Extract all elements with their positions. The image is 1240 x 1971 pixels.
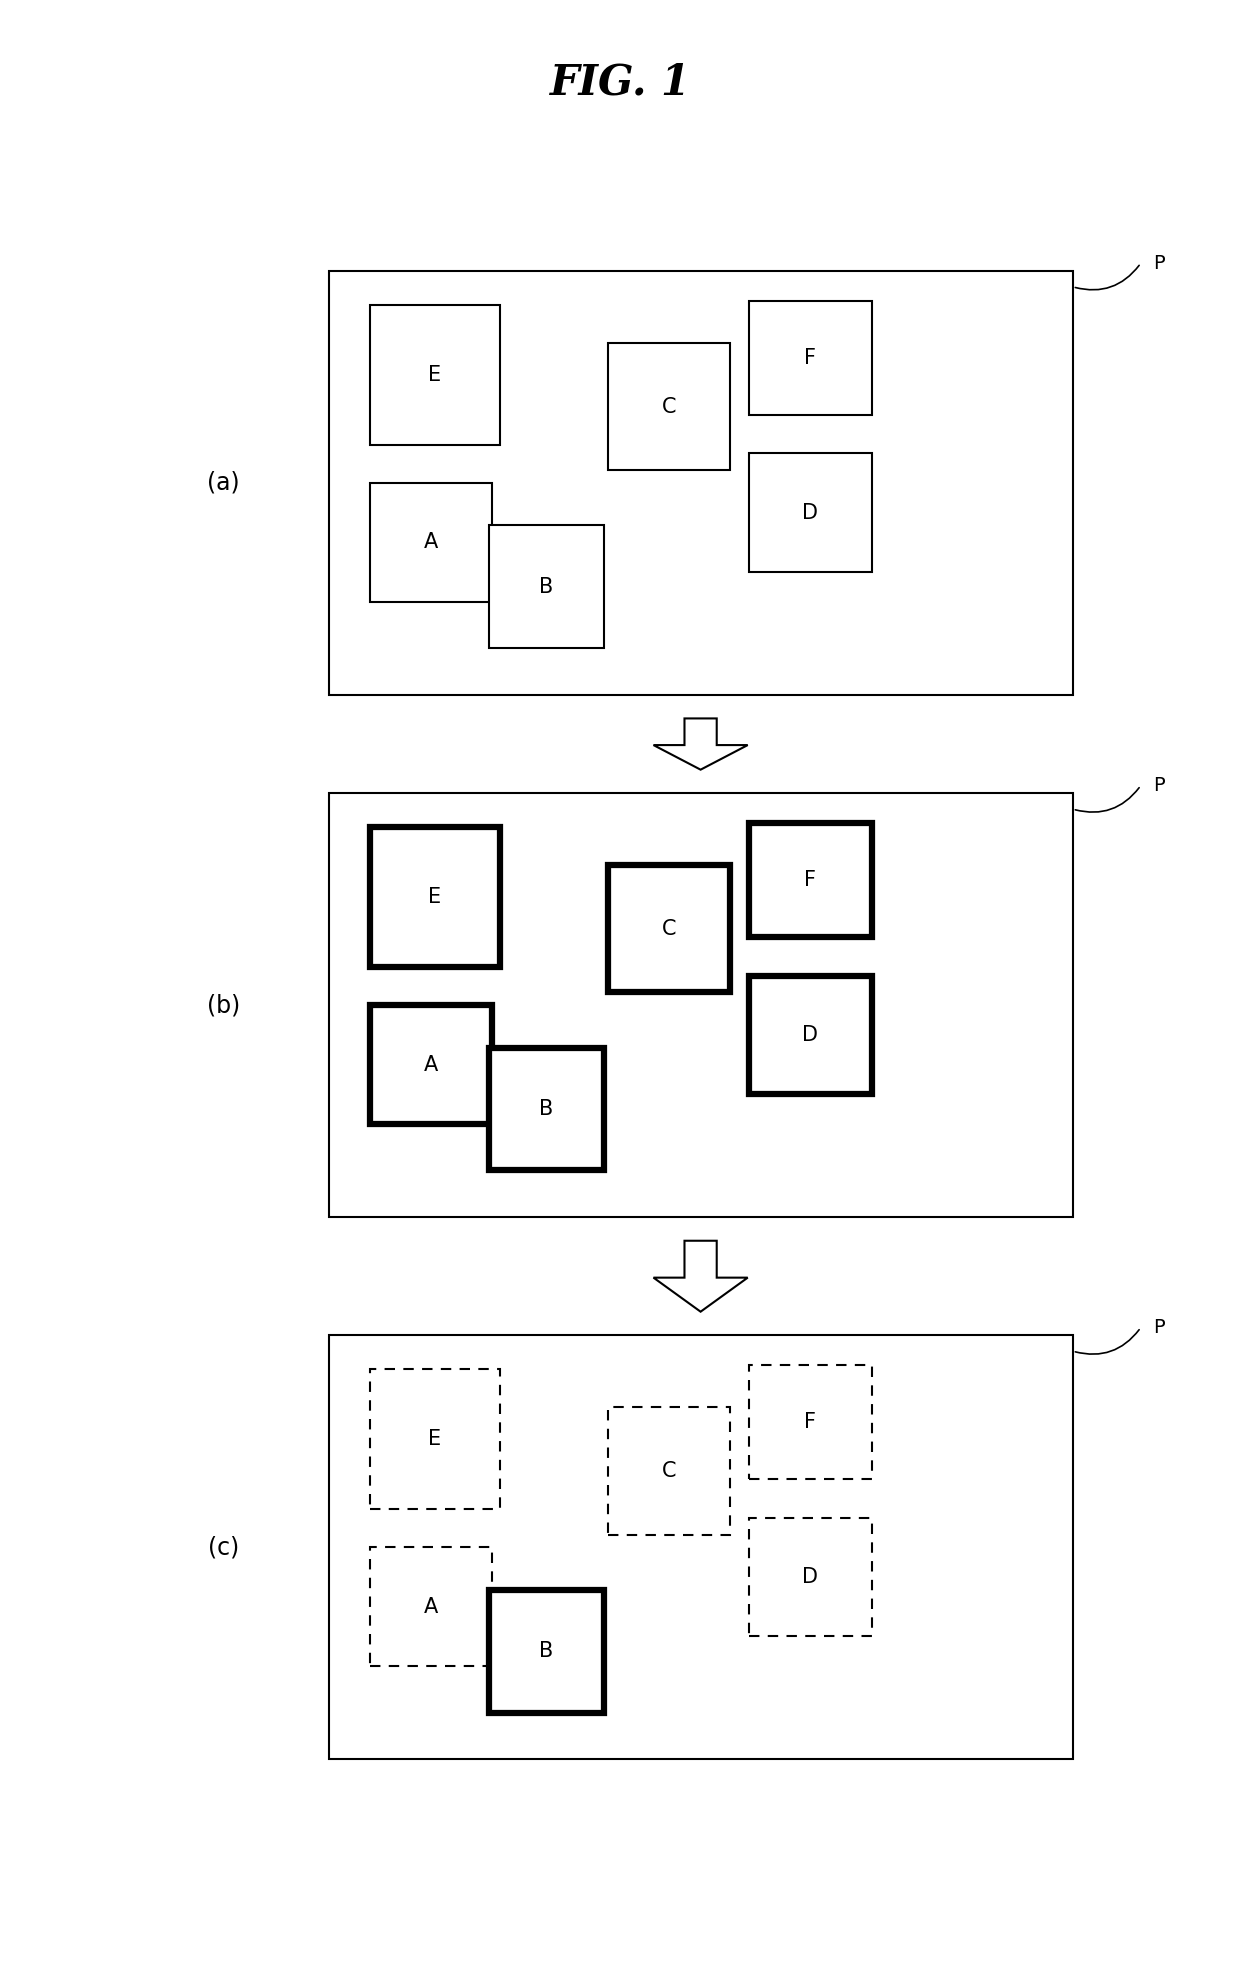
Text: D: D <box>802 1567 818 1587</box>
Polygon shape <box>653 1242 748 1313</box>
Bar <box>608 1407 730 1535</box>
Bar <box>489 1589 604 1713</box>
Text: F: F <box>805 871 816 891</box>
Bar <box>608 865 730 993</box>
Text: (c): (c) <box>207 1535 239 1559</box>
Text: B: B <box>539 1642 553 1662</box>
Text: E: E <box>428 887 441 907</box>
Bar <box>370 1547 492 1665</box>
Text: FIG. 1: FIG. 1 <box>549 61 691 104</box>
Bar <box>370 1370 500 1510</box>
Text: (a): (a) <box>207 471 239 495</box>
Bar <box>370 306 500 445</box>
Text: A: A <box>424 532 438 552</box>
Text: B: B <box>539 578 553 597</box>
Text: P: P <box>1153 1319 1164 1336</box>
Text: A: A <box>424 1054 438 1074</box>
Bar <box>370 1005 492 1123</box>
Bar <box>489 526 604 648</box>
Text: A: A <box>424 1597 438 1616</box>
Text: D: D <box>802 503 818 522</box>
Bar <box>749 1518 872 1636</box>
Text: E: E <box>428 1429 441 1449</box>
Text: C: C <box>662 918 676 938</box>
Text: C: C <box>662 1461 676 1480</box>
Text: F: F <box>805 1413 816 1433</box>
Text: D: D <box>802 1025 818 1045</box>
Bar <box>329 792 1073 1216</box>
Text: P: P <box>1153 777 1164 794</box>
Text: C: C <box>662 396 676 416</box>
Text: (b): (b) <box>207 993 239 1017</box>
Bar <box>749 824 872 938</box>
Bar <box>608 343 730 471</box>
Text: E: E <box>428 365 441 384</box>
Bar <box>329 1336 1073 1760</box>
Text: B: B <box>539 1100 553 1120</box>
Bar <box>370 828 500 968</box>
Bar <box>489 1049 604 1171</box>
Bar <box>329 272 1073 696</box>
Polygon shape <box>653 719 748 769</box>
Bar <box>749 453 872 572</box>
Text: F: F <box>805 349 816 369</box>
Bar <box>749 976 872 1094</box>
Bar <box>749 302 872 416</box>
Bar <box>370 483 492 601</box>
Bar <box>749 1366 872 1480</box>
Text: P: P <box>1153 254 1164 272</box>
